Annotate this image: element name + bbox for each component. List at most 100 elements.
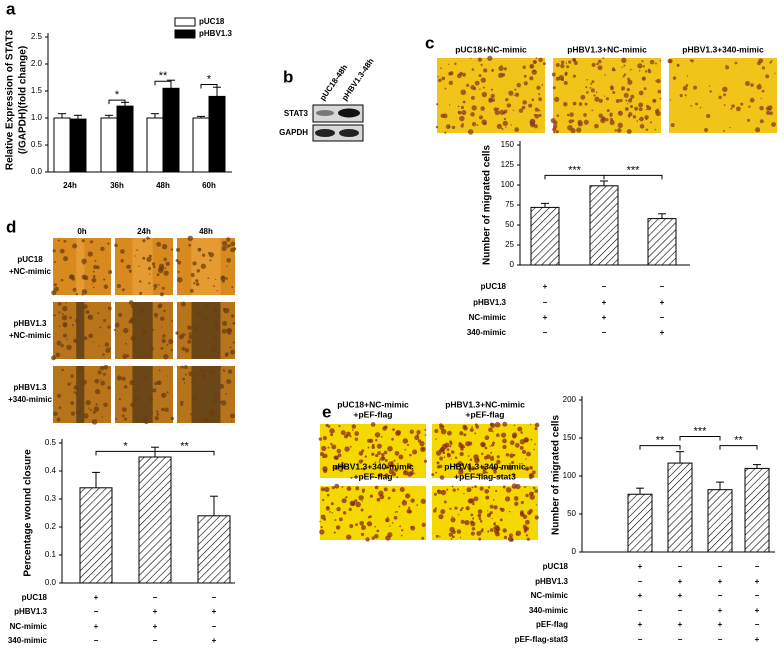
wound-gap — [76, 302, 85, 359]
cell — [468, 469, 472, 472]
cell — [600, 117, 606, 124]
cell — [525, 493, 529, 498]
y-tick-label: 25 — [505, 240, 514, 249]
cell — [227, 330, 232, 335]
cell — [371, 443, 375, 447]
condition-mark: − — [153, 636, 158, 645]
cell — [670, 123, 675, 128]
significance-bracket — [154, 80, 172, 86]
wound-gap — [76, 238, 85, 295]
cell — [435, 125, 439, 129]
cell — [758, 83, 761, 86]
cell — [223, 370, 225, 373]
cell — [508, 90, 514, 96]
cell — [636, 120, 639, 122]
cell — [60, 278, 64, 282]
cell — [450, 517, 456, 523]
cell — [445, 124, 451, 130]
cell — [525, 519, 530, 525]
cell — [538, 57, 543, 63]
cell — [116, 375, 122, 381]
condition-mark: + — [94, 593, 99, 602]
cell — [459, 508, 463, 512]
cell — [351, 424, 357, 429]
x-tick-label: 48h — [156, 181, 170, 190]
cell — [164, 407, 169, 412]
cell — [589, 86, 592, 89]
cell — [148, 282, 151, 285]
cell — [491, 443, 495, 447]
condition-label: NC-mimic — [10, 622, 48, 631]
condition-mark: + — [718, 577, 723, 586]
cell — [639, 124, 645, 129]
cell — [645, 108, 648, 111]
cell — [491, 455, 494, 458]
cell — [63, 256, 69, 262]
cell — [477, 57, 483, 62]
cell — [542, 62, 546, 66]
cell — [470, 112, 475, 117]
cell — [207, 277, 210, 280]
condition-mark: + — [755, 606, 760, 615]
cell — [471, 68, 475, 71]
band — [316, 110, 334, 116]
cell — [208, 252, 215, 258]
significance-bracket — [603, 174, 663, 180]
cell — [78, 366, 83, 371]
cell — [446, 430, 452, 436]
cell — [214, 325, 220, 331]
condition-mark: − — [543, 298, 548, 307]
cell — [725, 65, 730, 70]
cell — [424, 428, 427, 431]
cell — [602, 57, 605, 59]
cell — [355, 523, 358, 527]
condition-mark: + — [678, 577, 683, 586]
cell — [216, 314, 221, 319]
cell — [495, 526, 501, 532]
cell — [61, 312, 64, 316]
cell — [535, 504, 538, 506]
cell — [226, 265, 228, 267]
cell — [331, 512, 333, 514]
cell — [198, 247, 202, 251]
cell — [130, 305, 134, 308]
cell — [412, 498, 414, 500]
cell — [496, 107, 500, 111]
cell — [507, 536, 514, 542]
cell — [471, 486, 474, 489]
cell — [471, 105, 477, 111]
cell — [774, 72, 776, 74]
cell — [329, 510, 331, 513]
cell — [615, 99, 620, 104]
cell — [139, 291, 143, 295]
cell — [643, 87, 647, 90]
cell — [723, 93, 727, 97]
cell — [374, 534, 379, 539]
cell — [193, 282, 196, 285]
cell — [134, 255, 136, 257]
cell — [181, 346, 186, 351]
cell — [102, 372, 106, 376]
cell — [769, 61, 772, 64]
cell — [504, 466, 507, 469]
cell — [334, 455, 339, 461]
band — [315, 129, 335, 137]
cell — [158, 369, 161, 372]
cell — [502, 438, 507, 444]
cell — [528, 103, 533, 108]
cell — [598, 98, 603, 103]
cell — [478, 517, 482, 520]
cell — [480, 529, 484, 533]
cell — [421, 536, 425, 540]
cell — [170, 320, 173, 323]
cell — [130, 402, 135, 408]
cell — [437, 75, 439, 78]
cell — [509, 453, 514, 458]
y-axis-label: Percentage wound closure — [23, 449, 34, 577]
cell — [638, 102, 644, 108]
cell — [109, 347, 112, 350]
cell — [647, 106, 652, 111]
cell — [381, 452, 385, 457]
row-label: pUC18 — [17, 255, 43, 264]
cell — [487, 530, 490, 533]
